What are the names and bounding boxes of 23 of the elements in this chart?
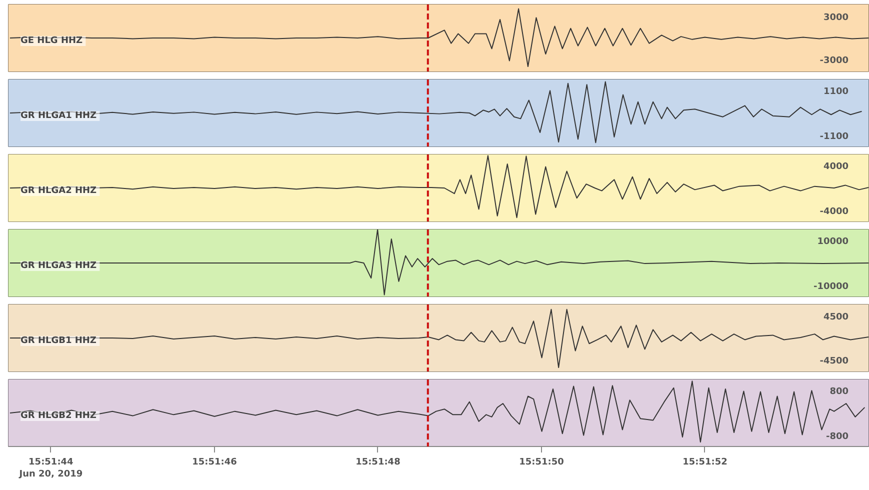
y-tick-label: -10000 <box>813 282 848 292</box>
series-label: GR HLGB2 HHZ <box>20 411 97 421</box>
y-tick-label: -4500 <box>820 356 849 367</box>
y-tick-label: 4000 <box>823 162 849 172</box>
series-label: GR HLGB1 HHZ <box>20 336 97 346</box>
y-tick-label: 1100 <box>823 87 849 98</box>
x-tick-label: 15:51:48 <box>356 458 400 468</box>
y-tick-label: 10000 <box>817 237 848 248</box>
series-label: GR HLGA3 HHZ <box>20 261 98 271</box>
x-tick-label: 15:51:52 <box>682 458 728 468</box>
x-tick-label: 15:51:44 Jun 20, 2019 <box>18 458 83 480</box>
series-label: GR HLGA2 HHZ <box>20 186 98 196</box>
y-tick-label: 4500 <box>823 312 849 322</box>
y-tick-label: 3000 <box>823 13 849 24</box>
series-label: GR HLGA1 HHZ <box>20 111 98 121</box>
y-tick-label: 800 <box>830 387 849 398</box>
x-tick-label: 15:51:50 <box>519 458 564 468</box>
y-tick-label: -800 <box>826 432 849 442</box>
y-tick-label: -4000 <box>820 206 849 217</box>
x-tick-label: 15:51:46 <box>192 458 237 468</box>
y-tick-label: -3000 <box>820 56 849 66</box>
series-label: GE HLG HHZ <box>20 36 84 46</box>
y-tick-label: -1100 <box>820 132 849 142</box>
